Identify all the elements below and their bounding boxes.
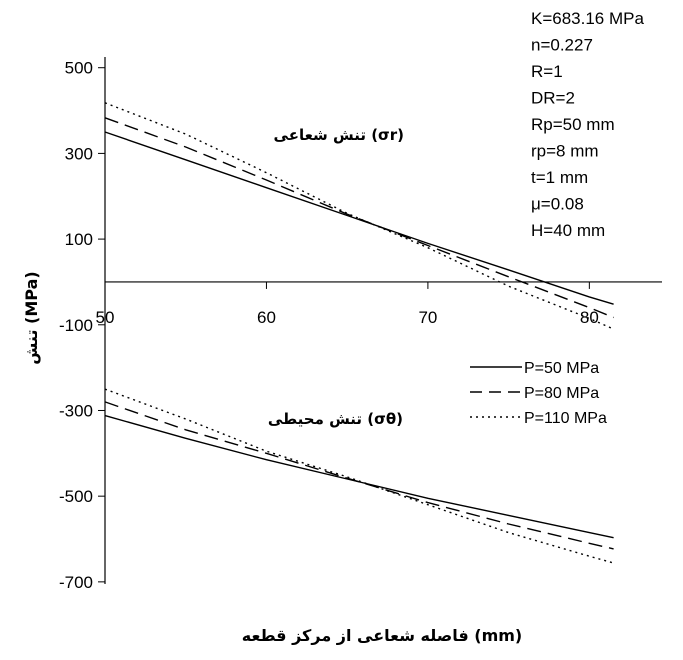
parameter-text: n=0.227 [531, 36, 593, 55]
x-tick-label: 80 [580, 308, 599, 327]
parameter-text: μ=0.08 [531, 195, 584, 214]
x-tick-label: 70 [418, 308, 437, 327]
x-tick-label: 60 [257, 308, 276, 327]
x-axis-title: فاصله شعاعی از مرکز قطعه (mm) [242, 626, 523, 645]
parameter-text: DR=2 [531, 89, 575, 108]
parameter-block: K=683.16 MPa n=0.227 R=1 DR=2 Rp=50 mm rp=8 m… [531, 9, 644, 240]
parameter-text: H=40 mm [531, 221, 605, 240]
y-tick-label: -500 [59, 487, 93, 506]
y-tick-label: -100 [59, 316, 93, 335]
hoop-stress-label: تنش محیطی (σθ) [268, 410, 403, 428]
y-tick-label: 500 [65, 59, 93, 78]
y-tick-label: 300 [65, 144, 93, 163]
hoop-stress-line [104, 388, 614, 564]
axes [98, 57, 662, 584]
parameter-text: K=683.16 MPa [531, 9, 644, 28]
legend: P=50 MPa P=80 MPa P=110 MPa [470, 360, 607, 427]
legend-label: P=50 MPa [524, 360, 599, 377]
series-lines [104, 102, 614, 564]
legend-label: P=110 MPa [524, 410, 607, 427]
y-tick-label: -300 [59, 401, 93, 420]
tick-labels: 500 300 100 -100 -300 -500 -700 50 60 70 80 [59, 59, 599, 592]
parameter-text: R=1 [531, 62, 563, 81]
parameter-text: t=1 mm [531, 168, 588, 187]
radial-stress-label: تنش شعاعی (σr) [274, 126, 404, 144]
y-tick-label: 100 [65, 230, 93, 249]
parameter-text: Rp=50 mm [531, 115, 615, 134]
hoop-stress-line [104, 414, 614, 539]
parameter-text: rp=8 mm [531, 142, 599, 161]
y-axis-title: تنش (MPa) [22, 271, 41, 364]
y-tick-label: -700 [59, 573, 93, 592]
radial-stress-line [104, 117, 614, 319]
legend-label: P=80 MPa [524, 385, 599, 402]
x-tick-label: 50 [96, 308, 115, 327]
